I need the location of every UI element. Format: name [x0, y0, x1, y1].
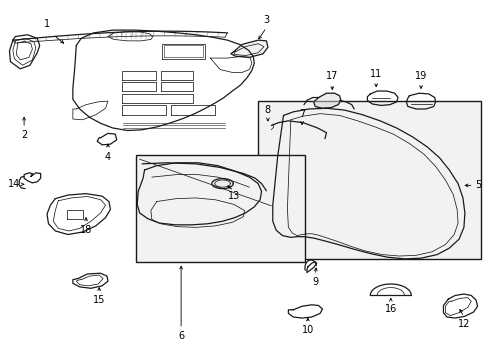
Text: 11: 11 — [369, 69, 382, 79]
Polygon shape — [313, 93, 340, 108]
Text: 9: 9 — [311, 277, 318, 287]
Text: 14: 14 — [8, 179, 20, 189]
Text: 8: 8 — [264, 105, 270, 115]
Text: 2: 2 — [21, 130, 27, 140]
Text: 4: 4 — [105, 152, 111, 162]
Text: 17: 17 — [325, 71, 338, 81]
Polygon shape — [211, 179, 233, 189]
Text: 18: 18 — [80, 225, 92, 235]
Text: 13: 13 — [227, 191, 240, 201]
Text: 10: 10 — [301, 325, 313, 335]
Text: 3: 3 — [263, 15, 269, 26]
Text: 5: 5 — [474, 180, 481, 190]
Text: 12: 12 — [457, 319, 469, 329]
Text: 1: 1 — [44, 19, 50, 29]
Text: 15: 15 — [93, 295, 105, 305]
Text: 7: 7 — [298, 109, 305, 119]
Text: 6: 6 — [178, 331, 184, 341]
Bar — [136, 155, 305, 262]
Polygon shape — [230, 40, 267, 57]
Text: 16: 16 — [384, 304, 396, 314]
Text: 19: 19 — [414, 71, 426, 81]
Bar — [258, 101, 480, 259]
